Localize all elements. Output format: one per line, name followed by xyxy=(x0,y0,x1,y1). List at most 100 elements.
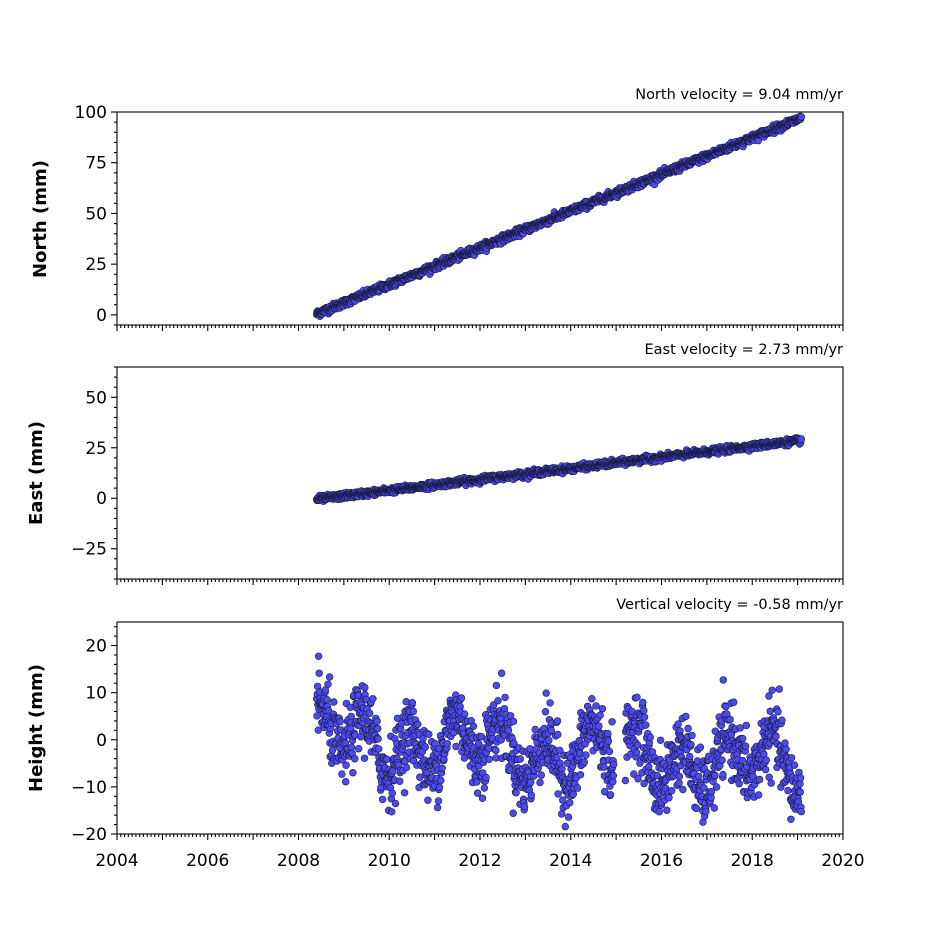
data-point xyxy=(736,724,744,732)
data-point xyxy=(480,784,489,792)
data-point xyxy=(573,784,582,792)
data-point xyxy=(595,722,603,730)
data-point xyxy=(482,773,490,782)
y-tick-label: −25 xyxy=(71,540,107,560)
data-point xyxy=(457,694,466,702)
data-point xyxy=(388,808,396,816)
data-point xyxy=(688,731,696,740)
x-tick-label: 2008 xyxy=(277,851,320,871)
y-tick-label: 0 xyxy=(96,306,107,326)
data-point xyxy=(605,747,614,756)
y-tick-label: 0 xyxy=(96,489,107,509)
data-point xyxy=(640,713,649,721)
data-point xyxy=(509,809,517,817)
data-point xyxy=(667,786,676,795)
data-point xyxy=(632,748,641,757)
y-tick-label: 25 xyxy=(85,255,107,275)
data-point xyxy=(710,804,718,812)
data-point xyxy=(473,789,482,797)
data-point xyxy=(512,788,520,797)
data-point xyxy=(443,740,451,748)
data-point xyxy=(596,711,604,719)
data-point xyxy=(663,806,671,814)
data-point xyxy=(679,785,687,794)
data-point xyxy=(675,779,683,787)
y-tick-label: 0 xyxy=(96,731,107,751)
x-tick-label: 2018 xyxy=(731,851,774,871)
vertical-velocity-title: Vertical velocity = -0.58 mm/yr xyxy=(616,597,843,613)
data-point xyxy=(375,745,383,753)
data-point xyxy=(696,743,705,751)
data-point xyxy=(349,768,357,777)
data-point xyxy=(366,709,374,717)
north-ticks: 0 25 50 75 100 xyxy=(75,103,844,331)
data-point xyxy=(435,783,444,791)
data-point xyxy=(433,803,442,812)
data-point xyxy=(315,669,323,677)
data-point xyxy=(564,813,573,821)
data-point xyxy=(330,698,338,706)
data-point xyxy=(639,698,647,707)
data-point xyxy=(314,652,323,660)
data-point xyxy=(546,699,554,707)
data-point xyxy=(741,742,750,750)
data-point xyxy=(434,797,443,805)
x-tick-label: 2020 xyxy=(821,851,864,871)
x-tick-label: 2010 xyxy=(368,851,411,871)
y-tick-label: −10 xyxy=(71,778,107,798)
data-point xyxy=(402,763,411,772)
data-point xyxy=(738,734,747,743)
data-point xyxy=(656,736,665,744)
data-point xyxy=(712,783,721,791)
data-point xyxy=(644,762,653,771)
data-point xyxy=(719,770,727,779)
data-point xyxy=(452,742,460,751)
data-point xyxy=(685,752,694,761)
data-point xyxy=(711,771,719,779)
data-point xyxy=(355,744,363,753)
height-panel: Vertical velocity = -0.58 mm/yr Height (… xyxy=(26,597,865,871)
data-point xyxy=(336,717,344,726)
data-point xyxy=(576,749,584,757)
data-point xyxy=(437,776,445,785)
data-point xyxy=(576,771,585,779)
data-point xyxy=(554,730,562,739)
data-point xyxy=(469,722,478,730)
y-tick-label: 25 xyxy=(85,439,107,459)
data-point xyxy=(360,754,369,762)
data-point xyxy=(569,790,577,798)
data-point xyxy=(642,721,650,729)
data-point xyxy=(588,694,596,703)
y-tick-label: 100 xyxy=(75,103,107,123)
data-point xyxy=(485,755,493,763)
data-point xyxy=(388,789,396,797)
data-point xyxy=(580,758,588,766)
data-point xyxy=(634,774,642,783)
y-tick-label: 20 xyxy=(85,637,107,657)
data-point xyxy=(509,717,518,726)
data-point xyxy=(497,669,506,677)
data-point xyxy=(541,707,550,716)
data-point xyxy=(342,777,350,786)
data-point xyxy=(328,746,337,754)
data-point xyxy=(542,689,550,697)
data-point xyxy=(687,740,695,749)
data-point xyxy=(566,798,574,807)
data-point xyxy=(520,802,529,811)
data-point xyxy=(421,743,429,751)
data-point xyxy=(391,799,400,808)
x-tick-label: 2012 xyxy=(458,851,501,871)
x-tick-label: 2004 xyxy=(95,851,138,871)
data-point xyxy=(396,777,404,785)
data-point xyxy=(609,778,617,786)
data-point xyxy=(374,735,382,743)
data-point xyxy=(414,720,422,728)
data-point xyxy=(718,756,726,764)
data-point xyxy=(582,751,590,759)
x-tick-label: 2006 xyxy=(186,851,229,871)
data-point xyxy=(536,778,544,787)
data-point xyxy=(361,683,369,692)
y-tick-label: −20 xyxy=(71,825,107,845)
data-point xyxy=(383,755,391,763)
